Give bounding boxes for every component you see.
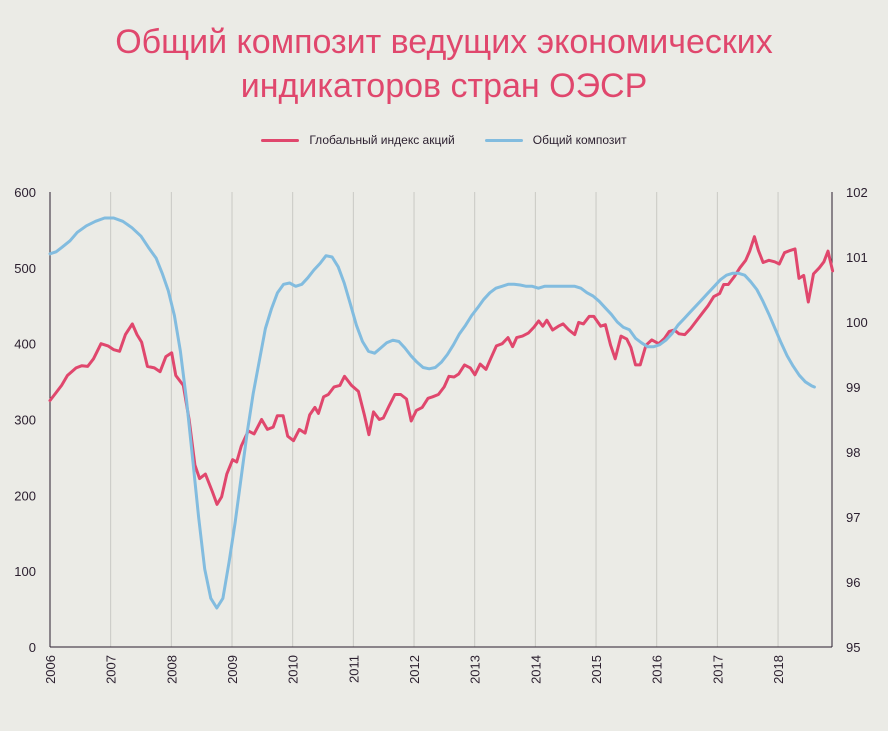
series-line-stock-index [48,235,835,506]
x-tick-2010: 2010 [286,655,301,684]
legend-item-composite: Общий композит [484,133,627,147]
x-tick-2009: 2009 [225,655,240,684]
y-left-tick-0: 0 [29,640,36,655]
y-right-tick-97: 97 [846,510,860,525]
y-right-tick-102: 102 [846,185,868,200]
x-tick-2012: 2012 [407,655,422,684]
chart-title: Общий композит ведущих экономических инди… [115,23,773,105]
x-tick-2017: 2017 [710,655,725,684]
x-tick-2011: 2011 [346,655,361,683]
legend-label-stock-index: Глобальный индекс акций [309,133,455,147]
y-right-tick-96: 96 [846,575,860,590]
y-right-tick-95: 95 [846,640,860,655]
chart-legend: Глобальный индекс акций Общий композит [0,133,888,147]
x-tick-2018: 2018 [771,655,786,684]
legend-label-composite: Общий композит [532,133,627,147]
x-tick-2007: 2007 [104,655,119,684]
y-right-tick-101: 101 [846,250,868,265]
legend-item-stock-index: Глобальный индекс акций [261,133,455,147]
legend-swatch-composite [484,138,523,142]
series-line-composite [48,216,816,610]
y-left-tick-600: 600 [14,185,36,200]
x-tick-2006: 2006 [43,655,58,684]
y-left-tick-200: 200 [14,488,36,503]
x-tick-2008: 2008 [164,655,179,684]
x-tick-2014: 2014 [528,655,543,684]
x-tick-2015: 2015 [589,655,604,684]
y-left-tick-100: 100 [14,564,36,579]
y-left-tick-400: 400 [14,337,36,352]
x-tick-2013: 2013 [468,655,483,684]
y-right-tick-99: 99 [846,380,860,395]
y-right-tick-100: 100 [846,315,868,330]
y-left-tick-500: 500 [14,261,36,276]
x-tick-2016: 2016 [650,655,665,684]
y-left-tick-300: 300 [14,413,36,428]
legend-swatch-stock-index [261,138,300,142]
y-right-tick-98: 98 [846,445,860,460]
